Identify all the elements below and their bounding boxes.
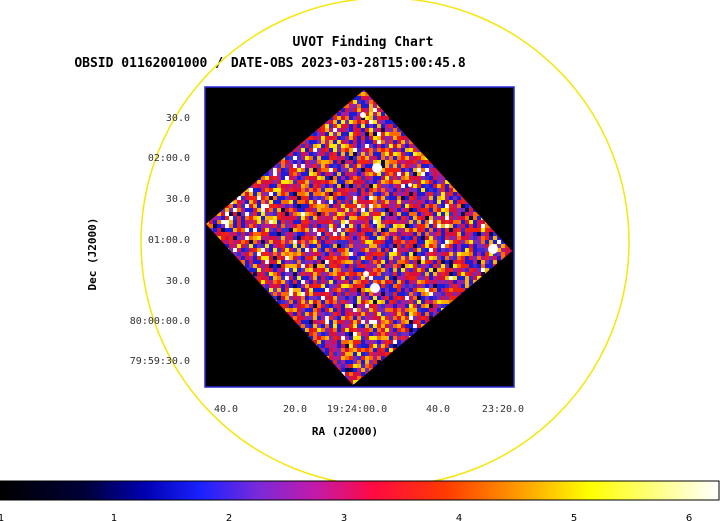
bright-source (363, 271, 369, 277)
x-tick-labels: 40.0 20.0 19:24:00.0 40.0 23:20.0 (214, 404, 524, 415)
y-axis-title: Dec (J2000) (86, 218, 99, 291)
y-tick-label: 02:00.0 (148, 153, 190, 164)
chart-subtitle: OBSID 01162001000 / DATE-OBS 2023-03-28T… (74, 56, 466, 71)
colorbar-tick-label: 2 (226, 513, 232, 521)
x-tick-label: 40.0 (426, 404, 450, 415)
y-tick-label: 30.0 (166, 113, 190, 124)
bright-source (370, 283, 380, 293)
x-axis-title: RA (J2000) (312, 425, 378, 438)
colorbar-tick-label: 5 (571, 513, 577, 521)
y-tick-label: 79:59:30.0 (130, 356, 190, 367)
colorbar (0, 480, 720, 501)
chart-title: UVOT Finding Chart (292, 35, 434, 50)
bright-source (488, 244, 498, 254)
y-tick-label: 30.0 (166, 194, 190, 205)
y-tick-labels: 30.0 02:00.0 30.0 01:00.0 30.0 80:00:00.0 79:5… (130, 113, 190, 367)
colorbar-ticks: 1 1 2 3 4 5 6 (0, 513, 692, 521)
colorbar-tick-label: 4 (456, 513, 462, 521)
y-tick-label: 80:00:00.0 (130, 316, 190, 327)
x-tick-label: 23:20.0 (482, 404, 524, 415)
y-tick-label: 01:00.0 (148, 235, 190, 246)
colorbar-tick-label: 6 (686, 513, 692, 521)
x-tick-label: 40.0 (214, 404, 238, 415)
bright-source (408, 183, 412, 187)
bright-source (360, 112, 366, 118)
colorbar-tick-label: 1 (111, 513, 117, 521)
x-tick-label: 19:24:00.0 (327, 404, 387, 415)
bright-source (372, 163, 382, 173)
colorbar-tick-label: 1 (0, 513, 4, 521)
colorbar-tick-label: 3 (341, 513, 347, 521)
y-tick-label: 30.0 (166, 276, 190, 287)
bright-sources (360, 112, 498, 293)
x-tick-label: 20.0 (283, 404, 307, 415)
